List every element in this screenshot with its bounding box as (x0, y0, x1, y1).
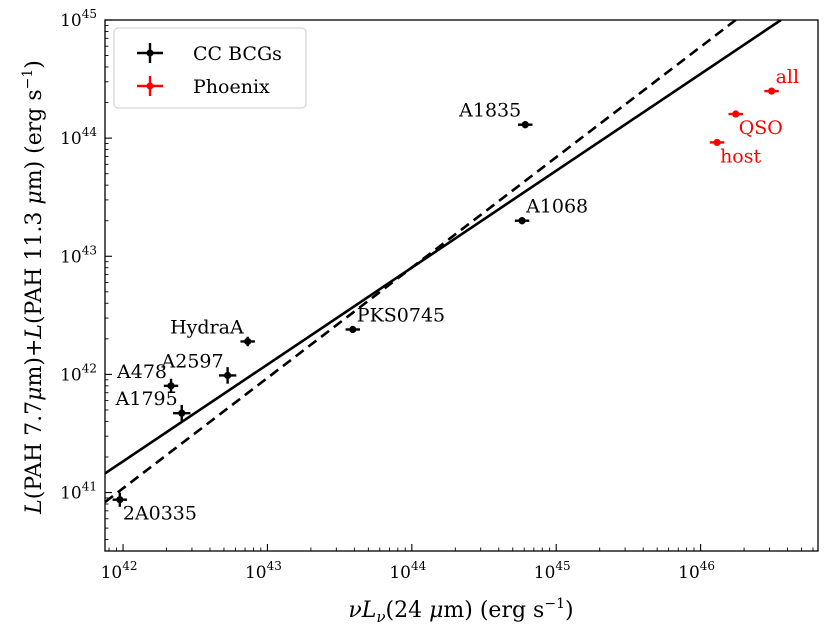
data-point-2a0335 (112, 492, 128, 507)
point-marker (767, 87, 776, 95)
point-marker (244, 337, 252, 346)
point-marker (116, 496, 124, 504)
data-point-all (764, 87, 779, 95)
x-tick-label: 1046 (678, 559, 715, 583)
x-tick-label: 1042 (101, 559, 138, 583)
y-tick-label: 1044 (60, 125, 97, 149)
legend: CC BCGs Phoenix (113, 27, 307, 109)
data-point-a1068 (514, 217, 530, 225)
data-point-pks0745 (345, 325, 361, 334)
point-label-a1835: A1835 (458, 100, 521, 122)
point-marker (521, 121, 529, 129)
point-label-all: all (776, 66, 799, 88)
legend-label-cc-bcgs: CC BCGs (193, 43, 282, 65)
legend-box (113, 27, 307, 109)
point-label-pks0745: PKS0745 (357, 304, 445, 326)
point-marker (178, 409, 186, 417)
point-label-qso: QSO (739, 117, 783, 139)
x-tick-label: 1045 (534, 559, 571, 583)
point-marker (167, 382, 175, 390)
data-point-a478 (163, 378, 179, 393)
point-marker (518, 217, 526, 225)
y-tick-label: 1045 (60, 7, 97, 31)
point-label-a478: A478 (116, 361, 167, 383)
x-tick-label: 1044 (389, 559, 426, 583)
point-label-host: host (720, 145, 761, 167)
legend-marker-phoenix (137, 76, 163, 96)
y-tick-label: 1042 (60, 361, 97, 385)
point-marker (732, 110, 740, 118)
data-point-a2597 (218, 367, 237, 384)
point-label-a1068: A1068 (525, 196, 588, 218)
legend-marker-cc-bcgs (137, 43, 163, 63)
y-tick-label: 1041 (60, 480, 97, 504)
plot-area (105, 20, 782, 507)
data-point-qso (728, 110, 743, 118)
point-label-a1795: A1795 (115, 388, 178, 410)
point-marker (713, 138, 721, 147)
y-axis-title: L(PAH 7.7μm)+L(PAH 11.3 μm) (erg s−1) (20, 60, 47, 515)
data-point-hydraa (240, 336, 255, 347)
fit-solid (105, 20, 782, 475)
data-point-a1795 (173, 404, 191, 422)
axes-frame (104, 19, 819, 552)
point-marker (224, 371, 232, 380)
legend-label-phoenix: Phoenix (193, 76, 270, 98)
point-label-a2597: A2597 (161, 350, 224, 372)
data-point-a1835 (518, 121, 533, 129)
fit-dashed (105, 20, 737, 504)
point-label-2a0335: 2A0335 (123, 503, 197, 525)
point-label-hydraa: HydraA (170, 316, 244, 338)
x-tick-label: 1043 (245, 559, 282, 583)
data-point-host (709, 138, 725, 147)
x-axis-title: νLν(24 μm) (erg s−1) (348, 596, 573, 626)
y-tick-label: 1043 (60, 243, 97, 267)
axis-ticks: 1042 1043 1044 1045 1046 1041 1042 1043 1044 1045 (60, 7, 814, 583)
point-marker (349, 325, 357, 334)
